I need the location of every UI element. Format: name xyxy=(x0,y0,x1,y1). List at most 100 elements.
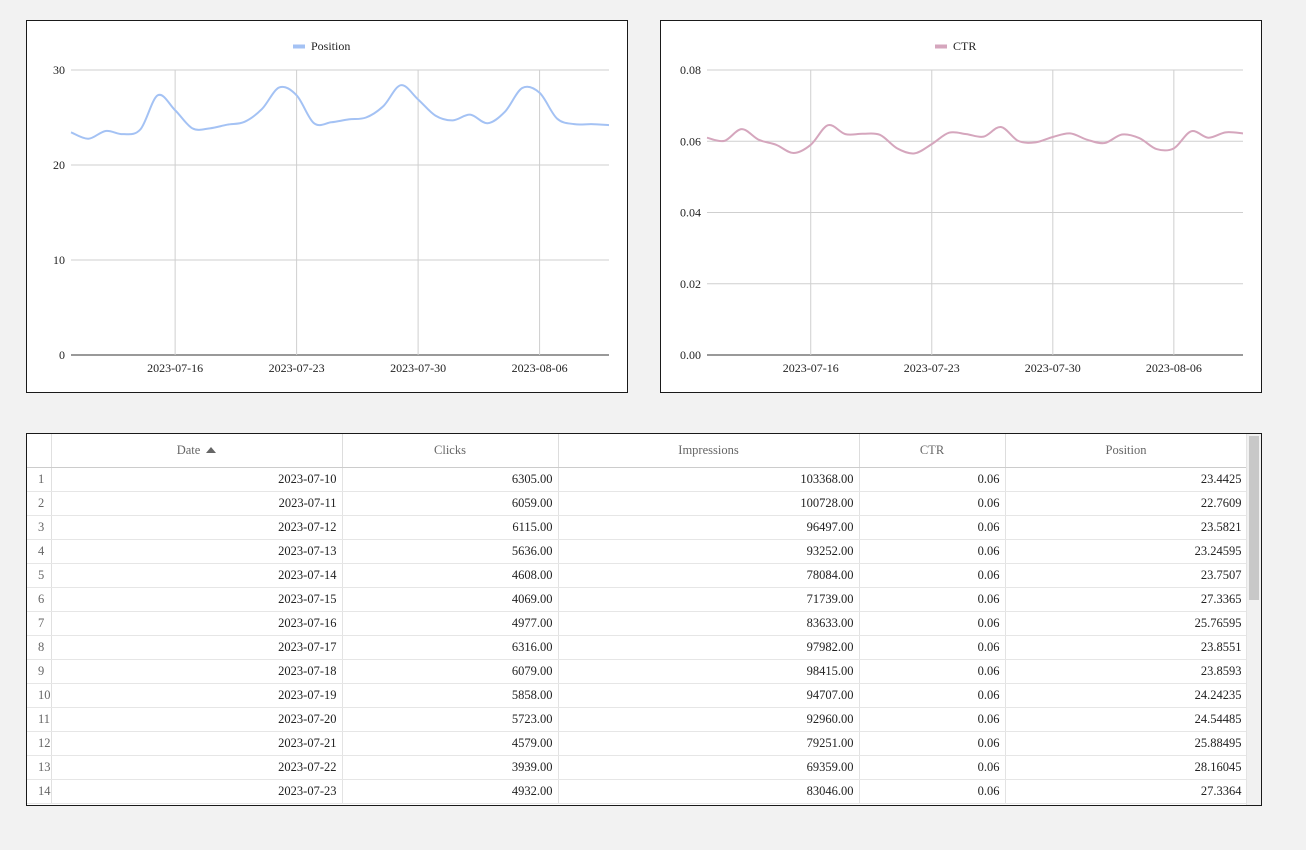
cell-impressions[interactable]: 93252.00 xyxy=(558,539,860,564)
vertical-scrollbar[interactable] xyxy=(1246,434,1261,805)
column-header-date[interactable]: Date xyxy=(51,434,343,468)
table-row[interactable]: 11 2023-07-20 5723.00 92960.00 0.06 24.54485 xyxy=(27,707,1248,732)
cell-clicks[interactable]: 6316.00 xyxy=(342,635,559,660)
data-point[interactable] xyxy=(963,131,969,137)
cell-impressions[interactable]: 103368.00 xyxy=(558,467,860,492)
cell-date[interactable]: 2023-07-19 xyxy=(51,683,343,708)
cell-impressions[interactable]: 98415.00 xyxy=(558,659,860,684)
data-point[interactable] xyxy=(721,138,727,144)
data-point[interactable] xyxy=(825,122,831,128)
cell-clicks[interactable]: 3939.00 xyxy=(342,755,559,780)
cell-clicks[interactable]: 6305.00 xyxy=(342,467,559,492)
cell-position[interactable]: 22.7609 xyxy=(1005,491,1248,516)
data-point[interactable] xyxy=(85,136,91,142)
cell-position[interactable]: 28.16045 xyxy=(1005,755,1248,780)
cell-impressions[interactable]: 96497.00 xyxy=(558,515,860,540)
data-point[interactable] xyxy=(1171,145,1177,151)
data-point[interactable] xyxy=(739,126,745,132)
data-point[interactable] xyxy=(311,120,317,126)
cell-position[interactable]: 23.7507 xyxy=(1005,563,1248,588)
data-point[interactable] xyxy=(756,137,762,143)
data-point[interactable] xyxy=(189,125,195,131)
cell-date[interactable]: 2023-07-11 xyxy=(51,491,343,516)
cell-position[interactable]: 23.4425 xyxy=(1005,467,1248,492)
cell-impressions[interactable]: 78084.00 xyxy=(558,563,860,588)
cell-date[interactable]: 2023-07-23 xyxy=(51,779,343,804)
data-point[interactable] xyxy=(911,150,917,156)
cell-clicks[interactable]: 6079.00 xyxy=(342,659,559,684)
cell-date[interactable]: 2023-07-14 xyxy=(51,563,343,588)
data-point[interactable] xyxy=(276,84,282,90)
data-point[interactable] xyxy=(363,115,369,121)
data-point[interactable] xyxy=(894,145,900,151)
data-point[interactable] xyxy=(877,132,883,138)
cell-date[interactable]: 2023-07-22 xyxy=(51,755,343,780)
cell-clicks[interactable]: 6115.00 xyxy=(342,515,559,540)
data-point[interactable] xyxy=(502,109,508,115)
data-point[interactable] xyxy=(1102,140,1108,146)
cell-impressions[interactable]: 69359.00 xyxy=(558,755,860,780)
cell-position[interactable]: 25.88495 xyxy=(1005,731,1248,756)
data-point[interactable] xyxy=(606,122,612,128)
legend[interactable]: Position xyxy=(293,39,350,53)
data-point[interactable] xyxy=(1033,139,1039,145)
table-row[interactable]: 7 2023-07-16 4977.00 83633.00 0.06 25.76595 xyxy=(27,611,1248,636)
table-row[interactable]: 2 2023-07-11 6059.00 100728.00 0.06 22.7609 xyxy=(27,491,1248,516)
cell-impressions[interactable]: 92960.00 xyxy=(558,707,860,732)
cell-impressions[interactable]: 71739.00 xyxy=(558,587,860,612)
cell-date[interactable]: 2023-07-13 xyxy=(51,539,343,564)
cell-date[interactable]: 2023-07-15 xyxy=(51,587,343,612)
table-row[interactable]: 8 2023-07-17 6316.00 97982.00 0.06 23.8551 xyxy=(27,635,1248,660)
cell-clicks[interactable]: 4069.00 xyxy=(342,587,559,612)
cell-clicks[interactable]: 5858.00 xyxy=(342,683,559,708)
cell-ctr[interactable]: 0.06 xyxy=(859,611,1006,636)
cell-ctr[interactable]: 0.06 xyxy=(859,707,1006,732)
data-point[interactable] xyxy=(1240,130,1246,136)
cell-clicks[interactable]: 4608.00 xyxy=(342,563,559,588)
data-point[interactable] xyxy=(137,126,143,132)
data-point[interactable] xyxy=(998,124,1004,130)
cell-ctr[interactable]: 0.06 xyxy=(859,467,1006,492)
cell-position[interactable]: 24.54485 xyxy=(1005,707,1248,732)
cell-clicks[interactable]: 5636.00 xyxy=(342,539,559,564)
data-point[interactable] xyxy=(1015,138,1021,144)
data-point[interactable] xyxy=(1154,146,1160,152)
cell-ctr[interactable]: 0.06 xyxy=(859,515,1006,540)
data-point[interactable] xyxy=(172,107,178,113)
data-point[interactable] xyxy=(1205,135,1211,141)
cell-date[interactable]: 2023-07-17 xyxy=(51,635,343,660)
data-point[interactable] xyxy=(380,103,386,109)
cell-position[interactable]: 25.76595 xyxy=(1005,611,1248,636)
data-point[interactable] xyxy=(1188,128,1194,134)
data-point[interactable] xyxy=(415,96,421,102)
data-point[interactable] xyxy=(554,115,560,121)
data-point[interactable] xyxy=(155,92,161,98)
cell-ctr[interactable]: 0.06 xyxy=(859,659,1006,684)
data-point[interactable] xyxy=(485,120,491,126)
cell-ctr[interactable]: 0.06 xyxy=(859,779,1006,804)
table-row[interactable]: 14 2023-07-23 4932.00 83046.00 0.06 27.3364 xyxy=(27,779,1248,804)
cell-impressions[interactable]: 94707.00 xyxy=(558,683,860,708)
cell-impressions[interactable]: 100728.00 xyxy=(558,491,860,516)
cell-date[interactable]: 2023-07-12 xyxy=(51,515,343,540)
cell-ctr[interactable]: 0.06 xyxy=(859,683,1006,708)
cell-impressions[interactable]: 83633.00 xyxy=(558,611,860,636)
cell-position[interactable]: 23.8593 xyxy=(1005,659,1248,684)
cell-clicks[interactable]: 5723.00 xyxy=(342,707,559,732)
column-header-ctr[interactable]: CTR xyxy=(859,434,1006,468)
table-row[interactable]: 1 2023-07-10 6305.00 103368.00 0.06 23.4425 xyxy=(27,467,1248,492)
cell-clicks[interactable]: 6059.00 xyxy=(342,491,559,516)
cell-position[interactable]: 27.3365 xyxy=(1005,587,1248,612)
data-point[interactable] xyxy=(537,90,543,96)
column-header-impressions[interactable]: Impressions xyxy=(558,434,860,468)
data-point[interactable] xyxy=(294,92,300,98)
data-point[interactable] xyxy=(120,131,126,137)
data-point[interactable] xyxy=(467,112,473,118)
data-point[interactable] xyxy=(207,125,213,131)
data-point[interactable] xyxy=(259,106,265,112)
data-point[interactable] xyxy=(1223,129,1229,135)
data-point[interactable] xyxy=(773,142,779,148)
data-point[interactable] xyxy=(328,119,334,125)
data-point[interactable] xyxy=(571,121,577,127)
cell-date[interactable]: 2023-07-18 xyxy=(51,659,343,684)
